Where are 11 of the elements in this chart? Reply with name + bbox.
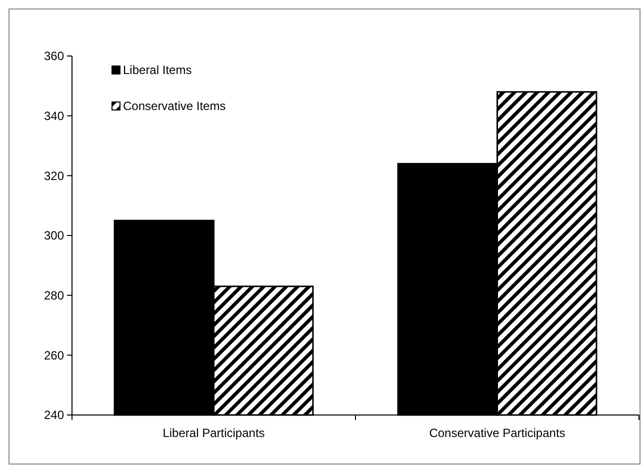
y-tick-label: 360 xyxy=(44,49,64,64)
x-tick-label: Liberal Participants xyxy=(162,426,265,440)
legend-label: Conservative Items xyxy=(123,99,226,114)
y-tick-label: 280 xyxy=(44,288,64,303)
y-tick-label: 340 xyxy=(44,109,64,124)
x-tick-label: Conservative Participants xyxy=(429,426,566,440)
y-tick-label: 260 xyxy=(44,348,64,362)
y-tick-label: 300 xyxy=(44,228,64,243)
y-tick-label: 240 xyxy=(44,408,64,422)
legend-label: Liberal Items xyxy=(123,63,192,78)
y-tick-label: 320 xyxy=(44,168,64,183)
